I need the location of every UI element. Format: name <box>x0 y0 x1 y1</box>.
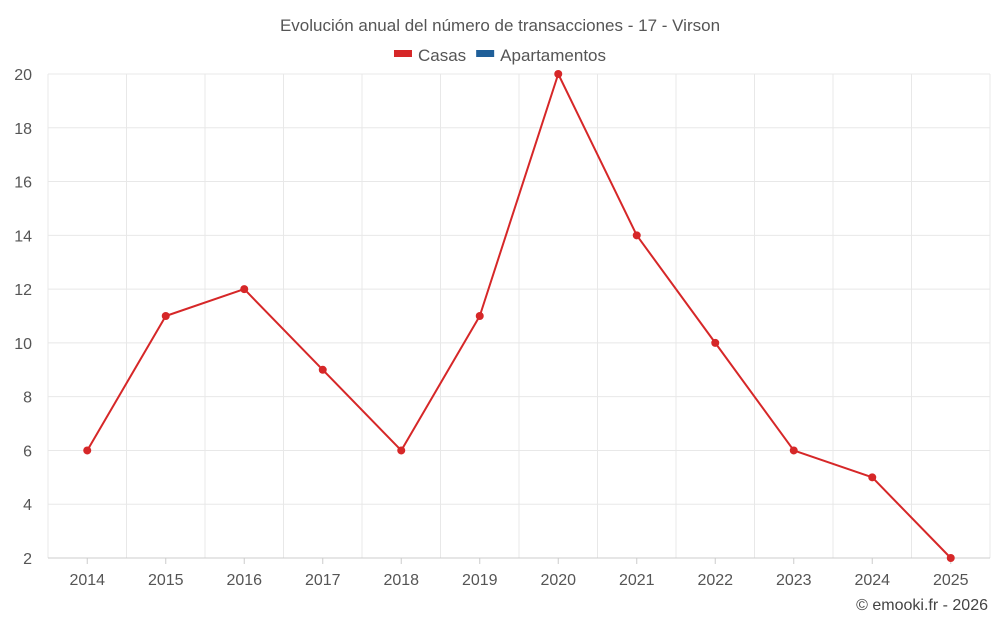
data-point <box>554 70 563 78</box>
data-point <box>711 338 720 347</box>
legend-swatch <box>476 50 495 57</box>
series-layer <box>83 70 955 562</box>
legend: Casas Apartamentos <box>393 46 606 65</box>
series-casas <box>83 70 955 562</box>
x-tick-label: 2019 <box>462 572 498 589</box>
x-tick-label: 2016 <box>226 572 262 589</box>
data-point <box>161 312 170 320</box>
legend-swatch <box>393 50 412 57</box>
x-axis-ticks: 2014 2015 2016 2017 2018 2019 2020 2021 2022 2023… <box>69 558 969 589</box>
x-tick-label: 2023 <box>776 572 812 589</box>
legend-item-casas: Casas <box>393 46 466 65</box>
x-tick-label: 2020 <box>540 572 576 589</box>
x-tick-label: 2021 <box>619 572 655 589</box>
data-point <box>868 473 877 482</box>
data-point <box>240 285 249 294</box>
data-point <box>83 446 92 455</box>
y-tick-label: 14 <box>14 228 32 245</box>
y-tick-label: 18 <box>14 121 32 138</box>
series-line <box>86 73 952 559</box>
data-point <box>397 446 406 455</box>
y-tick-label: 6 <box>23 443 32 460</box>
data-point <box>475 312 484 320</box>
y-tick-label: 12 <box>14 282 32 299</box>
y-tick-label: 4 <box>23 497 32 514</box>
legend-label: Apartamentos <box>500 46 606 65</box>
y-tick-label: 2 <box>23 551 32 568</box>
y-axis-ticks: 2 4 6 8 10 12 14 16 18 20 <box>14 67 32 568</box>
legend-item-apartamentos: Apartamentos <box>476 46 606 65</box>
x-tick-label: 2014 <box>69 572 105 589</box>
credit-text: © emooki.fr - 2026 <box>856 597 988 614</box>
y-tick-label: 16 <box>14 175 32 192</box>
x-gridlines <box>47 74 991 558</box>
y-tick-label: 20 <box>14 67 32 84</box>
x-tick-label: 2022 <box>697 572 733 589</box>
x-tick-label: 2025 <box>933 572 969 589</box>
data-point <box>946 554 955 562</box>
data-point <box>789 446 798 455</box>
x-tick-label: 2017 <box>305 572 341 589</box>
data-point <box>318 365 327 374</box>
legend-label: Casas <box>418 46 466 65</box>
x-tick-label: 2024 <box>854 572 890 589</box>
y-tick-label: 8 <box>23 390 32 407</box>
chart-title: Evolución anual del número de transaccio… <box>280 16 720 35</box>
data-point <box>632 231 641 240</box>
y-tick-label: 10 <box>14 336 32 353</box>
x-tick-label: 2015 <box>148 572 184 589</box>
x-tick-label: 2018 <box>383 572 419 589</box>
